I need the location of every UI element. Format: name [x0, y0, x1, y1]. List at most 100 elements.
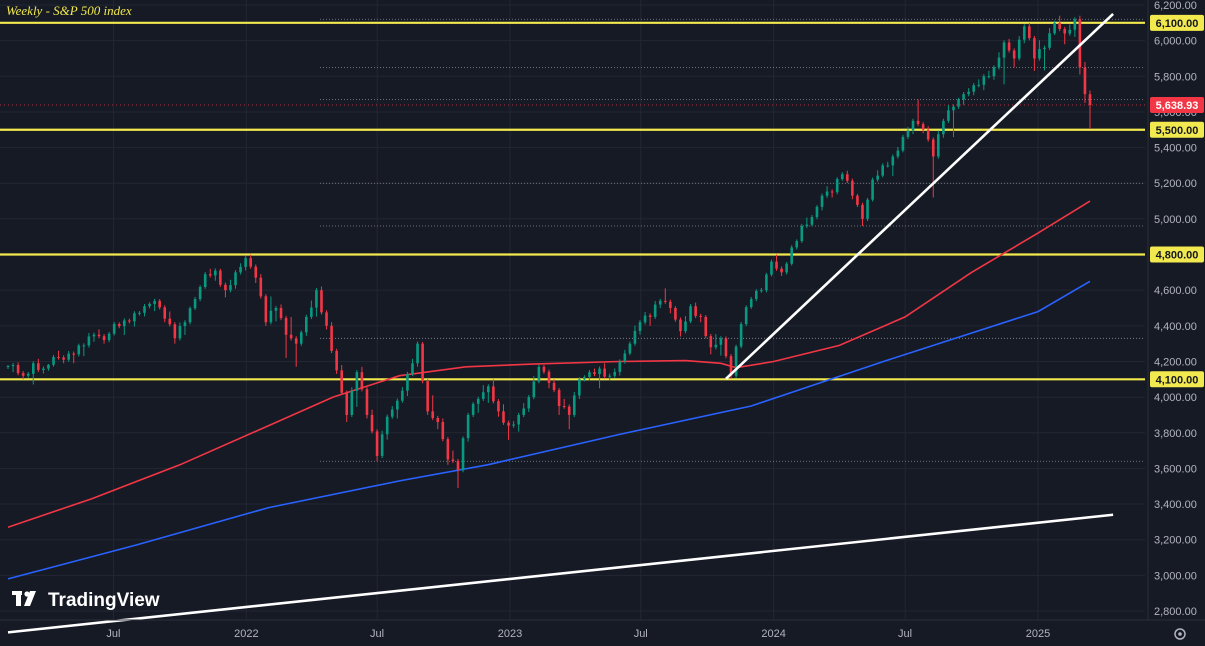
candle-body: [583, 376, 586, 380]
y-tick-label: 4,600.00: [1154, 285, 1197, 297]
candle-body: [31, 363, 35, 374]
candle-body: [714, 344, 718, 348]
candle-body: [461, 438, 465, 471]
candle-body: [608, 375, 611, 377]
candle-body: [269, 310, 273, 323]
candle-body: [699, 315, 702, 317]
level-price-tag-background: [1150, 371, 1204, 388]
candle-body: [320, 290, 323, 313]
candle-body: [330, 325, 333, 351]
candle-body: [396, 400, 399, 410]
candle-body: [188, 308, 192, 323]
candle-body: [284, 317, 288, 335]
candle-body: [658, 300, 662, 305]
tradingview-logo-icon: [12, 591, 36, 606]
candle-body: [360, 372, 364, 390]
candle-body: [709, 336, 713, 348]
candle-body: [861, 204, 864, 219]
candle-body: [502, 411, 505, 423]
candle-body: [952, 106, 955, 111]
candle-body: [901, 136, 905, 151]
x-tick-label: 2025: [1026, 628, 1050, 640]
candle-body: [471, 403, 475, 415]
candle-body: [643, 315, 647, 323]
candle-body: [133, 313, 136, 322]
candle-body: [689, 306, 692, 322]
candle-body: [213, 270, 217, 276]
candle-body: [122, 320, 126, 327]
candle-body: [87, 336, 91, 346]
candle-body: [1068, 29, 1072, 34]
candle-body: [208, 274, 212, 276]
candle-body: [340, 370, 344, 393]
candle-body: [820, 195, 824, 207]
candle-body: [385, 416, 389, 435]
y-tick-label: 3,800.00: [1154, 428, 1197, 440]
level-price-tag-background: [1150, 246, 1204, 263]
candle-body: [406, 373, 409, 391]
x-tick-label: 2023: [498, 628, 522, 640]
x-tick-label: Jul: [370, 628, 384, 640]
candle-body: [451, 459, 455, 461]
candle-body: [1043, 47, 1046, 50]
x-tick-label: Jul: [898, 628, 912, 640]
candle-body: [623, 353, 627, 362]
candle-body: [37, 363, 40, 370]
candle-body: [466, 414, 470, 439]
candle-body: [178, 326, 182, 339]
candle-body: [259, 277, 263, 297]
candle-body: [315, 290, 318, 308]
trendline: [7, 513, 1114, 634]
x-tick-label: Jul: [634, 628, 648, 640]
candle-body: [1007, 42, 1011, 51]
candle-body: [401, 390, 404, 401]
candle-body: [805, 224, 809, 227]
candle-body: [507, 422, 510, 426]
candle-body: [370, 414, 374, 432]
settings-gear-icon[interactable]: [1174, 628, 1186, 640]
candle-body: [92, 334, 96, 337]
y-tick-label: 3,400.00: [1154, 499, 1197, 511]
candle-body: [350, 390, 354, 415]
candle-body: [572, 395, 576, 415]
candle-body: [198, 287, 202, 300]
candle-body: [11, 365, 15, 367]
candle-body: [431, 411, 435, 418]
y-tick-label: 4,000.00: [1154, 392, 1197, 404]
candle-body: [618, 361, 622, 372]
candle-body: [972, 85, 976, 92]
candle-body: [674, 308, 677, 320]
candle-body: [846, 174, 849, 181]
candle-body: [67, 353, 70, 360]
candle-body: [72, 353, 76, 355]
candle-body: [294, 338, 298, 344]
candle-body: [168, 318, 172, 325]
last-price-tag-label: 5,638.93: [1156, 100, 1199, 112]
candle-body: [57, 357, 60, 359]
candle-body: [942, 120, 945, 135]
candle-body: [97, 334, 101, 337]
candle-body: [987, 76, 991, 78]
y-tick-label: 5,200.00: [1154, 178, 1197, 190]
candle-body: [1053, 22, 1056, 34]
candle-body: [684, 321, 687, 332]
candle-body: [669, 301, 672, 308]
candle-body: [663, 300, 667, 302]
candle-body: [557, 390, 561, 407]
candle-body: [153, 300, 156, 304]
candle-body: [203, 274, 207, 288]
candle-body: [1083, 67, 1087, 95]
candle-body: [896, 150, 900, 157]
candle-body: [193, 299, 197, 309]
candle-body: [421, 343, 424, 382]
candle-body: [962, 94, 965, 100]
candle-body: [921, 124, 925, 130]
candle-body: [628, 343, 632, 354]
candle-body: [365, 389, 369, 415]
candle-body: [937, 134, 940, 157]
candle-body: [770, 261, 773, 275]
candle-body: [886, 165, 890, 167]
candle-body: [916, 120, 920, 125]
